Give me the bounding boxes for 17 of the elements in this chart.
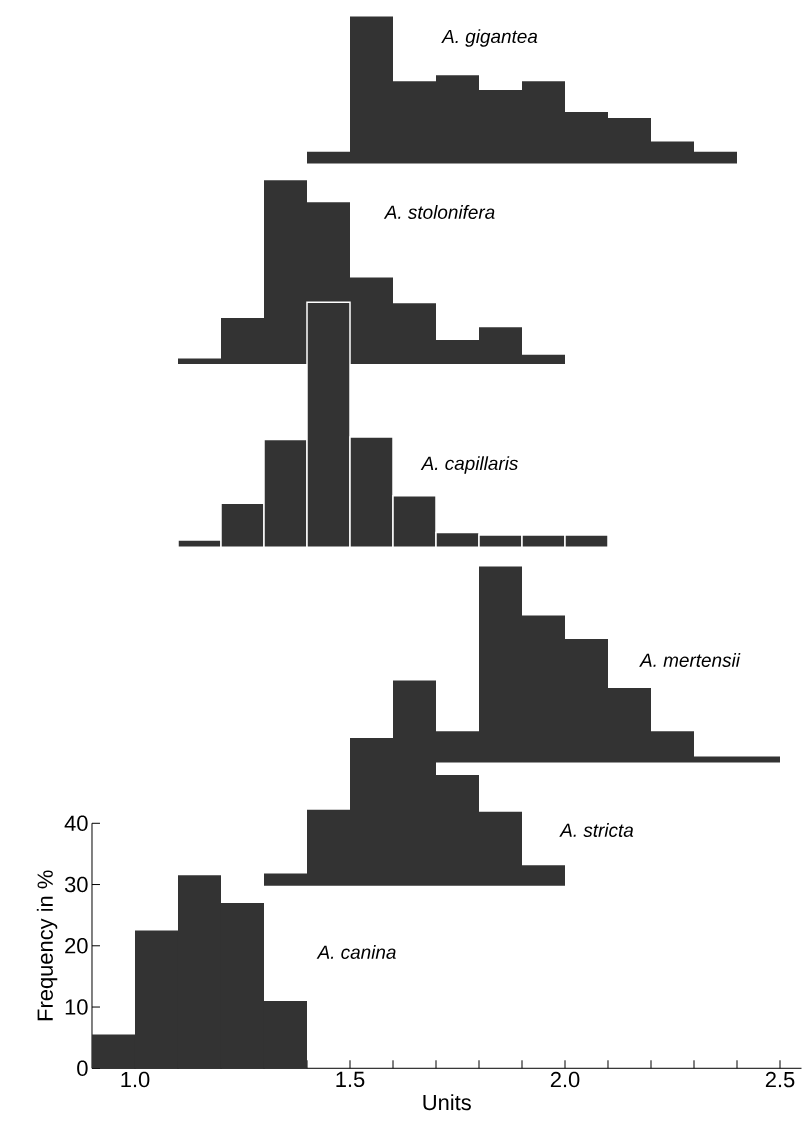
annotation: A. capillaris <box>420 456 518 474</box>
y-tick-label: 20 <box>65 938 88 954</box>
y-tick-label: 0 <box>77 1060 88 1077</box>
x-axis-title: Units <box>423 1094 471 1111</box>
y-axis-title: Frequency in % <box>36 870 58 1021</box>
annotation: A. gigantea <box>441 29 538 47</box>
annotation: A. canina <box>316 945 396 959</box>
annotation: A. stolonifera <box>383 205 495 219</box>
y-tick-label: 10 <box>65 999 88 1015</box>
x-tick-label: 1.5 <box>336 1071 365 1088</box>
y-tick-label: 40 <box>64 815 88 832</box>
annotation: A. stricta <box>559 823 634 837</box>
x-tick-label: 2.0 <box>550 1071 580 1088</box>
x-tick-label: 1.0 <box>121 1071 150 1088</box>
y-tick-label: 30 <box>64 876 88 893</box>
annotation: A. mertensii <box>639 653 741 667</box>
x-tick-label: 2.5 <box>765 1071 795 1088</box>
